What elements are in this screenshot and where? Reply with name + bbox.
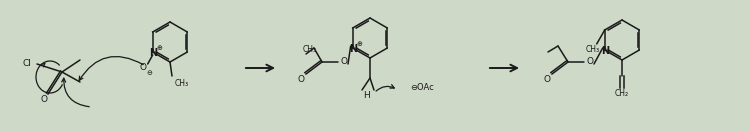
Text: Cl: Cl [22, 59, 31, 69]
Text: ⊖: ⊖ [147, 70, 152, 76]
Text: ⊕: ⊕ [357, 41, 362, 47]
Text: N: N [602, 46, 610, 56]
Text: ⊖OAc: ⊖OAc [410, 83, 434, 92]
Text: ⊕: ⊕ [157, 45, 163, 51]
Text: CH₂: CH₂ [615, 89, 629, 99]
Text: O: O [340, 58, 347, 67]
Text: N: N [149, 48, 158, 58]
Text: CH₃: CH₃ [303, 45, 317, 54]
Text: CH₃: CH₃ [175, 78, 189, 88]
Text: O: O [140, 64, 146, 72]
Text: O: O [298, 75, 304, 83]
Text: CH₃: CH₃ [586, 45, 600, 54]
Text: O: O [40, 95, 47, 105]
Text: O: O [586, 58, 593, 67]
Text: N: N [350, 44, 358, 54]
Text: H: H [363, 91, 369, 100]
Text: O: O [544, 75, 550, 83]
